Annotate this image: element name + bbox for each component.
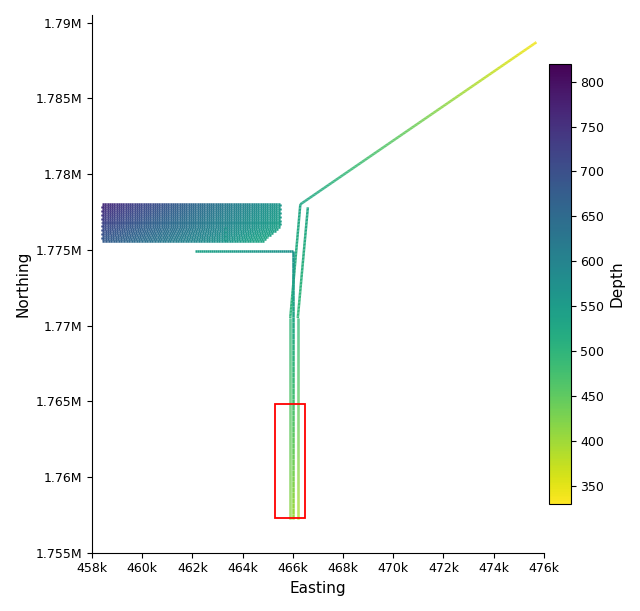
X-axis label: Easting: Easting [289, 581, 346, 596]
Y-axis label: Depth: Depth [610, 260, 625, 307]
Y-axis label: Northing: Northing [15, 251, 30, 317]
Bar [275, 404, 305, 518]
